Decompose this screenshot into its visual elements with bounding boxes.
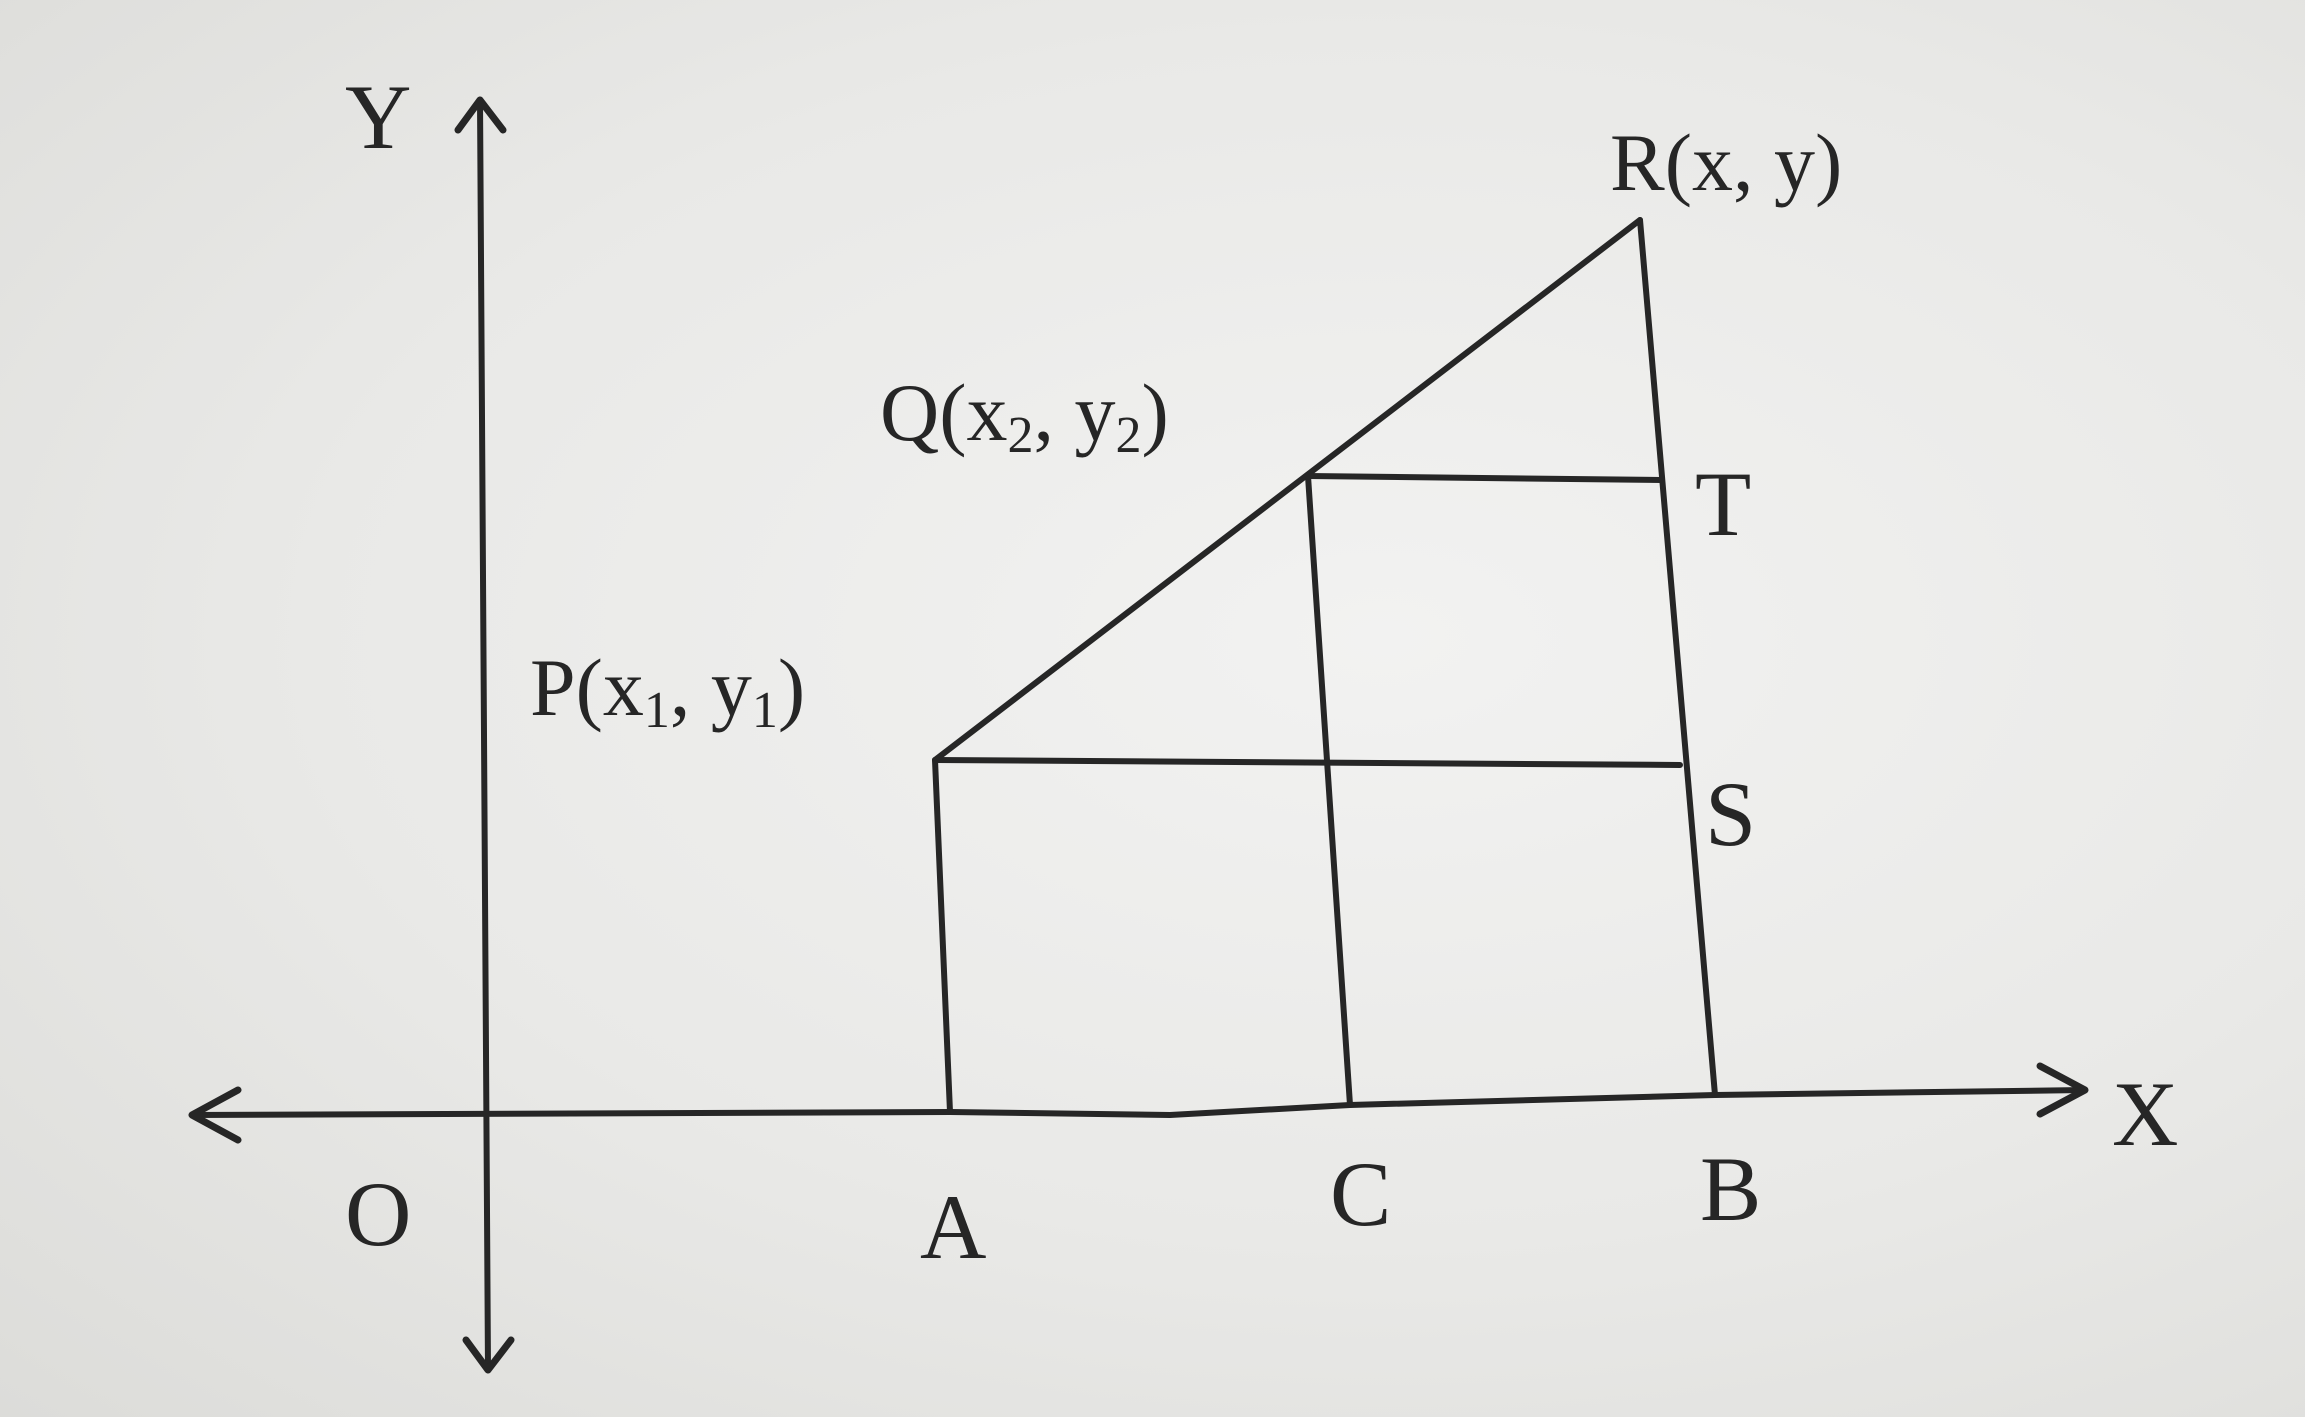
point-Q-sub1: 2 [1008, 407, 1034, 464]
point-S-label: S [1705, 763, 1756, 865]
point-A-label: A [920, 1176, 986, 1278]
segment-PA [932, 757, 953, 1115]
x-axis-label: X [2112, 1063, 2178, 1165]
point-P-name: P [530, 642, 576, 733]
point-Q-name: Q [880, 367, 939, 458]
point-P-sub2: 1 [752, 682, 778, 739]
point-Q-sub2: 2 [1116, 407, 1142, 464]
x-axis-line [189, 1087, 2088, 1118]
y-axis-arrow-up [454, 96, 507, 134]
segment-QT [1305, 473, 1665, 483]
y-axis-line [477, 97, 491, 1373]
point-R-coords: (x, y) [1665, 117, 1843, 208]
x-axis-arrow-left [188, 1086, 242, 1144]
axes [188, 96, 2089, 1374]
y-axis-arrow-down [462, 1336, 515, 1374]
point-Q-label: Q(x2, y2) [880, 367, 1169, 464]
point-B-label: B [1700, 1138, 1761, 1240]
origin-label: O [345, 1163, 411, 1265]
construction-lines [932, 217, 1718, 1115]
point-P-close: ) [778, 642, 805, 733]
y-axis-label: Y [345, 66, 411, 168]
point-T-label: T [1695, 453, 1751, 555]
point-P-label: P(x1, y1) [530, 642, 805, 739]
segment-PS [932, 757, 1683, 768]
segment-PR [932, 217, 1643, 763]
segment-QC [1305, 473, 1353, 1108]
x-axis-arrow-right [2036, 1062, 2089, 1118]
segment-RB [1637, 217, 1718, 1098]
point-Q-close: ) [1142, 367, 1169, 458]
point-P-sub1: 1 [644, 682, 670, 739]
point-Q-open: (x [939, 367, 1007, 458]
point-Q-mid: , y [1034, 367, 1116, 458]
point-P-open: (x [576, 642, 644, 733]
point-P-mid: , y [670, 642, 752, 733]
point-R-name: R [1610, 117, 1665, 208]
point-R-label: R(x, y) [1610, 117, 1842, 208]
point-C-label: C [1330, 1143, 1391, 1245]
